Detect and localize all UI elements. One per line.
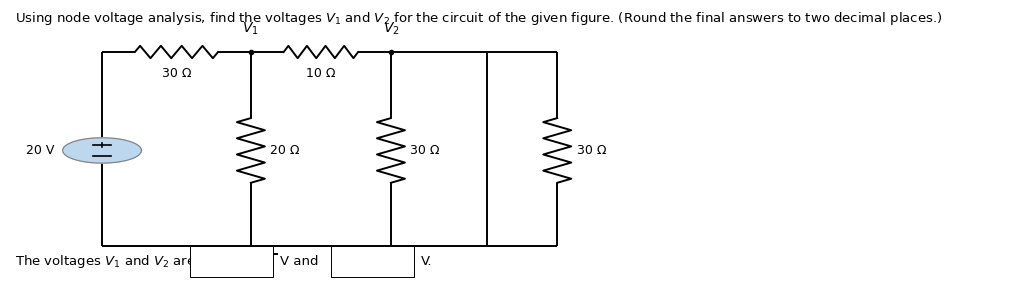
Text: 30 Ω: 30 Ω <box>162 68 191 80</box>
Text: 30 Ω: 30 Ω <box>411 144 439 157</box>
Text: $V_2$: $V_2$ <box>383 20 399 37</box>
Text: 30 Ω: 30 Ω <box>577 144 606 157</box>
Text: 20 V: 20 V <box>26 144 54 157</box>
Text: 10 Ω: 10 Ω <box>306 68 336 80</box>
Polygon shape <box>62 138 141 163</box>
Text: 20 Ω: 20 Ω <box>270 144 300 157</box>
FancyBboxPatch shape <box>331 246 414 277</box>
Text: V.: V. <box>421 255 432 268</box>
Text: The voltages $V_1$ and $V_2$ are: The voltages $V_1$ and $V_2$ are <box>14 253 196 270</box>
FancyBboxPatch shape <box>189 246 272 277</box>
Text: Using node voltage analysis, find the voltages $V_1$ and $V_2$ for the circuit o: Using node voltage analysis, find the vo… <box>14 10 942 27</box>
Text: $V_1$: $V_1$ <box>243 20 259 37</box>
Text: V and: V and <box>280 255 318 268</box>
